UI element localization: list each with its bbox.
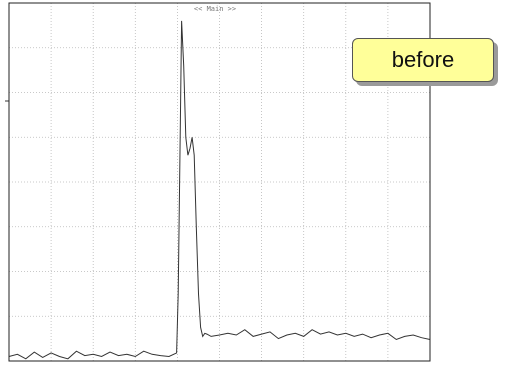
main-header-label: << Main >> xyxy=(194,5,236,13)
before-badge: before xyxy=(352,38,494,82)
